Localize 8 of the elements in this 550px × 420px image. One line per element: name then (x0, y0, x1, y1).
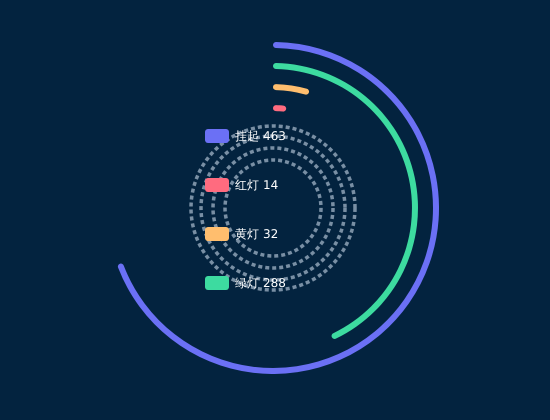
category-label: 绿灯 (235, 274, 259, 292)
category-label: 挂起 (235, 128, 259, 144)
data-label: 463 (263, 129, 286, 143)
category-label: 黄灯 (235, 226, 259, 242)
data-label: 32 (263, 227, 278, 241)
category-label: 红灯 (235, 176, 259, 194)
data-label: 14 (263, 178, 278, 192)
data-label: 288 (263, 276, 286, 290)
